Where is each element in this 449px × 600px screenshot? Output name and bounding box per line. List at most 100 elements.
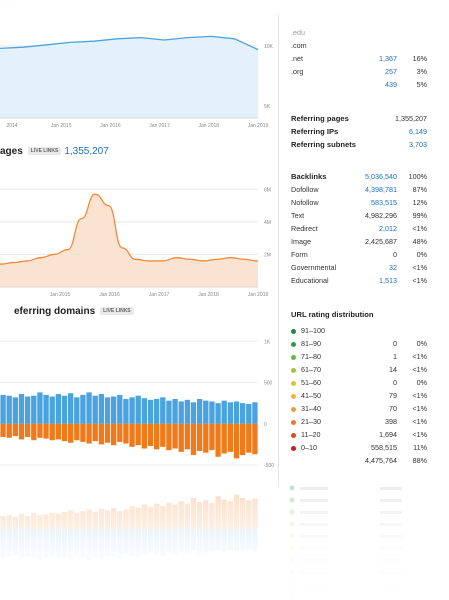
backlinks-row-percent: 48%	[412, 237, 427, 246]
referring-row: Referring IPs 6,149	[291, 125, 430, 138]
tld-row-percent: 16%	[412, 54, 427, 63]
backlinks-row-value: 2,425,687	[365, 237, 397, 246]
bar-new	[147, 399, 154, 424]
bar-lost	[227, 423, 234, 452]
bar-new	[215, 403, 221, 424]
backlinks-row-label: Text	[291, 211, 305, 220]
url-rating-row-label: 31–40	[291, 402, 321, 415]
url-rating-row-label: 61–70	[291, 363, 321, 376]
url-rating-section: URL rating distribution 91–100 81–90 0 0% 71…	[291, 306, 430, 467]
url-rating-row-percent: <1%	[412, 391, 427, 400]
bar-lost	[221, 423, 227, 454]
referring-row-value[interactable]: 6,149	[409, 127, 427, 136]
bar-new	[67, 393, 74, 424]
backlinks-row: Backlinks 5,036,540 100%	[291, 170, 430, 183]
url-rating-row-label: 91–100	[291, 324, 325, 337]
rating-dot-icon	[291, 380, 296, 386]
backlinks-row: Dofollow 4,398,781 87%	[291, 183, 430, 196]
bar-lost	[166, 423, 172, 451]
url-rating-row: 21–30 398 <1%	[291, 415, 430, 428]
bar-lost	[92, 423, 98, 442]
bar-lost	[18, 423, 25, 440]
tld-row-value[interactable]: 257	[385, 67, 397, 76]
url-rating-row-percent: <1%	[412, 417, 427, 426]
referring-row: Referring subnets 3,703	[291, 138, 430, 151]
bar-new	[92, 395, 98, 424]
tld-row-value[interactable]: 439	[385, 80, 397, 89]
y-tick-label: 500	[264, 381, 273, 387]
x-tick-label: Jan 2017	[149, 123, 170, 129]
backlinks-row-percent: 87%	[412, 185, 427, 194]
rating-dot-icon	[291, 432, 296, 438]
live-links-badge[interactable]: LIVE LINKS	[27, 147, 62, 156]
bar-new	[49, 396, 55, 424]
bar-lost	[215, 423, 221, 457]
bar-lost	[6, 423, 12, 438]
referring-pages-title: ages	[0, 146, 23, 157]
backlinks-row-percent: <1%	[412, 224, 427, 233]
reflection-fade	[0, 478, 449, 600]
bar-lost	[246, 423, 252, 453]
bar-new	[123, 399, 129, 424]
x-tick-label: Jan 2015	[51, 123, 72, 129]
url-rating-row-value: 1	[393, 352, 397, 361]
y-tick-label: 4M	[264, 220, 271, 226]
bar-lost	[61, 423, 68, 442]
y-tick-label: -500	[264, 463, 274, 469]
x-tick-label: Jan 2016	[100, 123, 121, 129]
backlinks-row-value[interactable]: 1,513	[379, 276, 397, 285]
backlinks-row: Governmental 32 <1%	[291, 261, 430, 274]
url-rating-row-percent: 0%	[416, 339, 427, 348]
bar-new	[80, 394, 86, 424]
bar-new	[86, 392, 92, 424]
bar-lost	[184, 423, 191, 450]
backlinks-row-value: 0	[393, 250, 397, 259]
bar-lost	[129, 423, 135, 447]
bar-lost	[98, 423, 105, 445]
backlinks-row-percent: 12%	[412, 198, 427, 207]
url-rating-row-percent: 11%	[413, 443, 427, 452]
backlinks-row: Form 0 0%	[291, 248, 430, 261]
backlinks-row-percent: 0%	[416, 250, 427, 259]
referring-row-value[interactable]: 3,703	[409, 140, 427, 149]
referring-row-value: 1,355,207	[395, 114, 427, 123]
url-rating-row-value: 558,515	[371, 443, 397, 452]
url-rating-row-value: 0	[393, 339, 397, 348]
bar-lost	[196, 423, 203, 451]
backlinks-row-percent: 99%	[412, 211, 427, 220]
live-links-badge-2[interactable]: LIVE LINKS	[100, 307, 134, 316]
bar-lost	[209, 423, 215, 451]
url-rating-row-value: 14	[389, 365, 397, 374]
referring-pages-heading: ages LIVE LINKS 1,355,207	[0, 146, 109, 157]
url-rating-title: URL rating distribution	[291, 310, 374, 319]
area-fill	[0, 36, 258, 118]
backlinks-row-percent: 100%	[408, 172, 427, 181]
backlinks-row-label: Educational	[291, 276, 329, 285]
backlinks-row-value[interactable]: 32	[389, 263, 397, 272]
backlinks-row-value[interactable]: 5,036,540	[365, 172, 397, 181]
url-rating-row: 11–20 1,694 <1%	[291, 428, 430, 441]
tld-row: .com	[291, 39, 430, 52]
tld-row-value[interactable]: 1,367	[379, 54, 397, 63]
bar-new	[190, 402, 197, 424]
bar-new	[37, 392, 43, 424]
rating-dot-icon	[291, 419, 296, 425]
url-rating-row-value: 79	[389, 391, 397, 400]
bar-lost	[0, 423, 6, 437]
bar-lost	[74, 423, 80, 441]
backlinks-row: Nofollow 583,515 12%	[291, 196, 430, 209]
rating-dot-icon	[291, 445, 296, 451]
x-tick-label: Jan 2017	[149, 292, 170, 298]
url-rating-row-percent: <1%	[412, 404, 427, 413]
bar-new	[104, 397, 111, 424]
url-rating-row: 81–90 0 0%	[291, 337, 430, 350]
tld-row: .edu	[291, 26, 430, 39]
backlinks-row-value[interactable]: 4,398,781	[365, 185, 397, 194]
bar-lost	[135, 423, 141, 446]
backlinks-row-value[interactable]: 583,515	[371, 198, 397, 207]
backlinks-row-value[interactable]: 2,012	[379, 224, 397, 233]
rating-dot-icon	[291, 393, 296, 399]
y-tick-label: 1K	[264, 339, 271, 345]
bar-new	[227, 402, 234, 424]
